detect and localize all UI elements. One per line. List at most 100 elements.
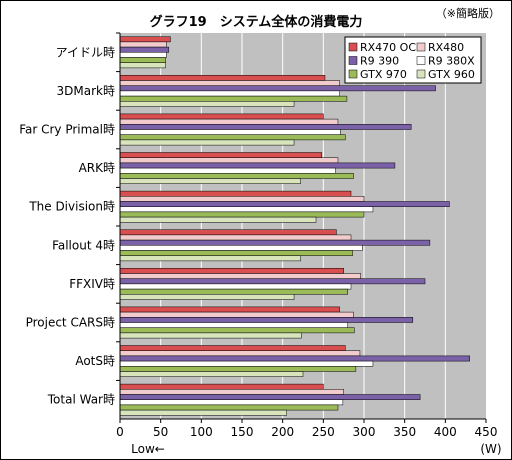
- legend-swatch: [348, 42, 358, 52]
- bar: [119, 283, 352, 290]
- category-label: 3DMark時: [57, 84, 115, 98]
- bar: [119, 355, 470, 362]
- legend-swatch: [416, 69, 426, 79]
- bar: [119, 389, 344, 395]
- x-tick-label: 0: [116, 425, 124, 439]
- category-label: Project CARS時: [26, 316, 115, 330]
- x-tick-label: 150: [231, 425, 254, 439]
- bar: [119, 75, 326, 81]
- bar: [119, 118, 339, 125]
- category-label: ARK時: [79, 161, 115, 175]
- bar: [119, 196, 365, 202]
- bar: [119, 245, 363, 251]
- x-axis-unit-label: (W): [480, 442, 501, 456]
- bar: [119, 250, 353, 256]
- legend-label: RX470 OC: [360, 41, 416, 54]
- category-label: Far Cry Primal時: [19, 123, 115, 137]
- bar: [119, 322, 348, 328]
- x-tick-label: 350: [393, 425, 416, 439]
- bar: [119, 178, 301, 184]
- bar: [119, 62, 166, 69]
- legend-label: R9 390: [360, 55, 399, 68]
- bar: [119, 124, 412, 130]
- category-label: アイドル時: [56, 45, 115, 59]
- bar: [119, 152, 322, 158]
- bar: [119, 216, 317, 223]
- bar: [119, 317, 414, 323]
- x-tick-label: 100: [190, 425, 213, 439]
- bar: [119, 366, 357, 372]
- legend-label: GTX 960: [428, 68, 475, 81]
- bar: [119, 332, 302, 339]
- legend-box: [344, 36, 482, 84]
- legend-label: GTX 970: [360, 68, 407, 81]
- bar: [119, 134, 346, 141]
- bar: [119, 294, 295, 300]
- bar: [119, 41, 167, 48]
- bar: [119, 36, 171, 43]
- category-label: AotS時: [75, 354, 115, 368]
- category-label: Fallout 4時: [52, 238, 115, 252]
- bar: [119, 101, 295, 107]
- bar: [119, 57, 166, 63]
- bar: [119, 239, 431, 246]
- bar: [119, 404, 339, 411]
- axis-layer: アイドル時 3DMark時 Far Cry Primal時 ARK時 The Divis…: [19, 32, 498, 439]
- bar: [119, 360, 374, 367]
- bar: [119, 311, 354, 318]
- bar: [119, 229, 337, 236]
- category-label: The Division時: [28, 200, 115, 214]
- bar: [119, 90, 340, 97]
- bar: [119, 95, 348, 102]
- x-tick-label: 300: [353, 425, 376, 439]
- legend-swatch: [416, 42, 426, 52]
- chart-note: （※簡略版）: [436, 6, 500, 20]
- bar: [119, 268, 344, 274]
- legend: RX470 OC RX480 R9 390 R9 380X GTX 970 GTX 960: [344, 36, 482, 84]
- bar: [119, 211, 365, 218]
- category-label: Total War時: [47, 393, 115, 407]
- bar: [119, 383, 324, 390]
- bar: [119, 394, 421, 400]
- bar: [119, 345, 346, 351]
- legend-swatch: [348, 56, 358, 65]
- x-tick-label: 50: [153, 425, 168, 439]
- bar: [119, 206, 374, 213]
- legend-label: RX480: [428, 41, 464, 54]
- legend-swatch: [348, 69, 358, 79]
- bar: [119, 190, 352, 197]
- bar: [119, 85, 436, 92]
- bar: [119, 162, 396, 169]
- legend-swatch: [416, 56, 426, 65]
- legend-label: R9 380X: [428, 55, 475, 68]
- bar: [119, 288, 348, 295]
- bar: [119, 306, 340, 313]
- bar: [119, 80, 340, 86]
- bar: [119, 409, 287, 416]
- bar: [119, 129, 341, 135]
- low-label: Low←: [131, 442, 165, 456]
- x-tick-label: 450: [475, 425, 498, 439]
- bar: [119, 167, 336, 174]
- chart-title: グラフ19 システム全体の消費電力: [150, 14, 363, 30]
- x-tick-label: 400: [434, 425, 457, 439]
- bar: [119, 371, 304, 377]
- bar: [119, 46, 170, 53]
- bar: [119, 255, 301, 262]
- bar: [119, 113, 324, 120]
- bar: [119, 52, 167, 58]
- x-tick-label: 250: [312, 425, 335, 439]
- bar: [119, 327, 355, 334]
- bar: [119, 157, 339, 164]
- bar: [119, 350, 361, 357]
- bar: [119, 278, 426, 285]
- bar: [119, 139, 295, 146]
- bar: [119, 201, 450, 207]
- bar: [119, 173, 354, 179]
- x-tick-label: 200: [271, 425, 294, 439]
- bar: [119, 399, 344, 406]
- bars-layer: [119, 36, 470, 416]
- bar: [119, 273, 361, 279]
